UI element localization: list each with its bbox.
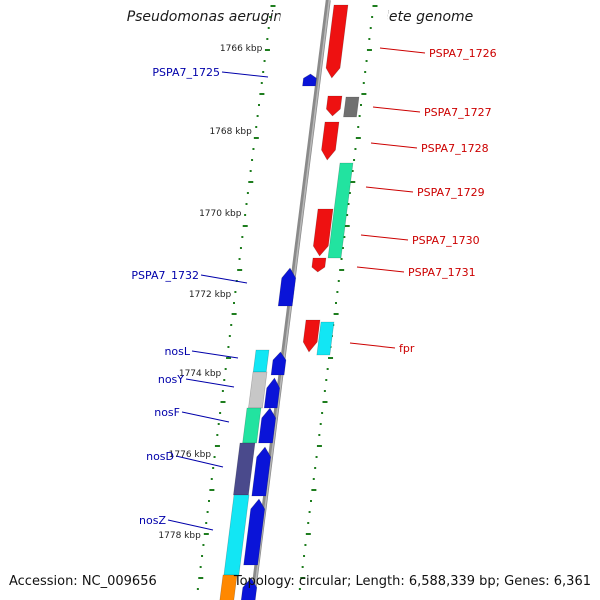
gene-pspa7-1731 — [311, 257, 327, 273]
feature-label-left: nosF — [154, 406, 180, 419]
kbp-label: 1778 kbp — [158, 531, 201, 541]
leader-left — [181, 411, 230, 423]
feature-labels: 1766 kbp 1768 kbp 1770 kbp 1772 kbp 1774 kbp… — [131, 44, 496, 541]
gene-pspa7-1732 — [277, 267, 297, 307]
feature-label-left: nosD — [146, 450, 174, 463]
feature-label-right: PSPA7_1730 — [412, 234, 480, 247]
leader-right — [379, 47, 426, 54]
gene-pspa7-1730 — [313, 208, 334, 257]
label-leaders — [167, 47, 426, 531]
gene-blue-nosf — [258, 407, 277, 444]
gene-fpr — [302, 319, 321, 353]
leader-left — [185, 378, 235, 388]
gene-orange-bottom — [219, 574, 238, 600]
leader-left — [175, 455, 224, 468]
gene-pspa7-1728 — [321, 121, 340, 161]
gene-blue-nosy — [263, 377, 281, 409]
leader-right — [365, 186, 414, 193]
leader-right — [349, 342, 396, 349]
gene-gray-1 — [343, 96, 360, 118]
leader-left — [200, 274, 248, 284]
gene-nosy — [248, 371, 268, 409]
feature-label-left: PSPA7_1732 — [131, 269, 199, 282]
feature-label-right: PSPA7_1729 — [417, 186, 485, 199]
feature-label-left: nosL — [164, 345, 190, 358]
feature-label-right: PSPA7_1731 — [408, 266, 476, 279]
leader-left — [167, 519, 214, 531]
gene-nosz — [223, 494, 250, 576]
leader-right — [356, 266, 405, 273]
leader-left — [221, 71, 269, 78]
gene-blue-nosz — [243, 498, 266, 566]
gene-pspa7-1727 — [326, 95, 343, 117]
leader-right — [370, 142, 418, 149]
tick-marks — [196, 5, 378, 590]
accession-text: Accession: NC_009656 — [9, 574, 157, 589]
gene-cyan-fpr — [316, 321, 335, 356]
gene-nosf — [242, 407, 262, 444]
leader-right — [360, 234, 409, 241]
feature-label-right: PSPA7_1727 — [424, 106, 492, 119]
gene-blue-nosl — [270, 351, 287, 376]
kbp-label: 1768 kbp — [209, 127, 252, 137]
kbp-label: 1770 kbp — [199, 209, 242, 219]
feature-label-right: fpr — [399, 342, 415, 355]
gene-pspa7-1729 — [327, 162, 354, 259]
leader-left — [191, 350, 239, 359]
gene-pspa7-1725 — [302, 73, 317, 87]
genome-summary-text: Topology: circular; Length: 6,588,339 bp… — [233, 574, 591, 589]
kbp-label: 1766 kbp — [220, 44, 263, 54]
gene-nosl — [252, 349, 270, 373]
gene-features — [219, 4, 360, 600]
gene-pspa7-1726 — [325, 4, 349, 79]
kbp-label: 1772 kbp — [189, 290, 232, 300]
leader-right — [372, 106, 421, 113]
feature-label-right: PSPA7_1728 — [421, 142, 489, 155]
gene-blue-nosd — [251, 446, 272, 497]
feature-label-right: PSPA7_1726 — [429, 47, 497, 60]
gene-blue-bottom — [240, 577, 258, 600]
kbp-label: 1774 kbp — [179, 369, 222, 379]
feature-label-left: PSPA7_1725 — [152, 66, 220, 79]
kbp-label: 1776 kbp — [169, 450, 212, 460]
feature-label-left: nosY — [158, 373, 184, 386]
feature-label-left: nosZ — [139, 514, 166, 527]
